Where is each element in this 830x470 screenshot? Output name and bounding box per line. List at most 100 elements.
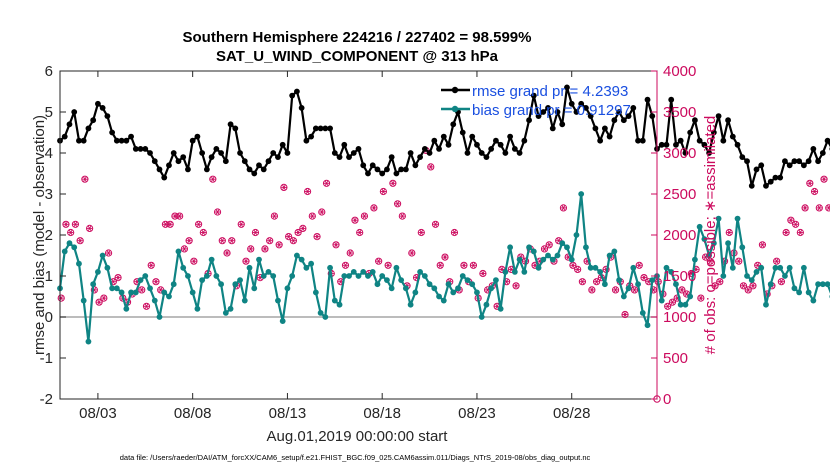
obs-assimilated-point [271,213,278,219]
rmse-series-point [710,129,717,136]
obs-assimilated-point [480,271,486,276]
obs-possible-point [190,257,198,265]
obs-possible-point [469,261,478,269]
obs-assimilated-stroke [102,295,106,301]
obs-assimilated-stroke [381,189,386,194]
bias-series-point [440,297,447,304]
bias-series-point [573,232,580,238]
obs-possible-point [664,302,672,310]
obs-possible-point [758,241,767,249]
rmse-series-point [85,125,92,132]
rmse-series-point [739,154,746,161]
obs-possible-point [796,228,804,237]
bias-series-point [521,269,528,275]
obs-possible-point [299,224,307,232]
obs-assimilated-point [82,176,88,182]
obs-possible-point [512,282,520,290]
bias-series-point [597,269,604,275]
obs-assimilated-point [243,258,249,264]
obs-possible-point [62,220,70,228]
rmse-series-point [450,121,457,128]
obs-assimilated-point [821,176,827,182]
rmse-series-point [284,150,291,156]
obs-assimilated-stroke [471,262,476,268]
obs-assimilated-stroke [509,266,514,272]
obs-assimilated-stroke [282,184,286,190]
bias-series-point [493,277,499,283]
rmse-series-point [312,125,319,132]
obs-assimilated-stroke [362,213,367,219]
bias-series-point [421,273,428,279]
obs-assimilated-stroke [196,221,201,227]
bias-series-point [232,281,239,288]
obs-assimilated-stroke [438,262,442,268]
rmse-series-point [706,150,713,156]
obs-possible-point [820,175,828,183]
rmse-series-point [132,146,139,152]
rmse-series-point [166,162,172,169]
rmse-series-point [511,146,518,152]
obs-possible-point [242,257,250,265]
bias-series-point [791,285,798,292]
obs-possible-point [801,204,809,212]
bias-series-point [601,281,608,288]
obs-possible-point [725,228,733,237]
bias-series-point [748,277,755,283]
bias-series-point [459,273,466,279]
bias-series-point [317,310,324,316]
obs-assimilated-point [816,205,822,211]
obs-assimilated-stroke [789,217,793,223]
obs-assimilated-point [395,201,401,207]
rmse-series-point [241,158,248,165]
rmse-series-point [175,158,182,165]
y-right-tick-label: 3500 [663,104,696,121]
obs-assimilated-point [575,266,581,272]
obs-assimilated-point [380,189,386,194]
bias-series-point [85,338,92,345]
bias-series-point [331,297,338,304]
obs-assimilated-point [807,180,813,186]
bias-series-point [218,281,224,288]
bias-series-point [682,301,689,308]
obs-assimilated-stroke [391,180,395,186]
obs-assimilated-point [224,250,230,256]
rmse-series-point [270,150,277,156]
bias-series-point [336,301,343,308]
obs-assimilated-stroke [220,238,224,244]
obs-assimilated-stroke [414,275,419,281]
y-left-tick-label: -1 [40,350,53,367]
obs-assimilated-stroke [215,209,220,215]
obs-assimilated-stroke [83,176,87,182]
rmse-series-point [208,154,215,161]
bias-series-point [369,269,376,275]
rmse-series-point [203,166,210,173]
obs-possible-point [81,175,89,183]
bias-series-point [95,269,101,275]
obs-possible-point [588,286,596,294]
obs-assimilated-stroke [230,238,234,244]
rmse-series-point [426,150,433,156]
rmse-series-point [298,105,305,111]
obs-assimilated-point [774,258,780,264]
obs-assimilated-stroke [774,258,779,264]
bias-series-point [388,285,395,292]
obs-assimilated-point [371,205,377,211]
obs-possible-point [322,179,331,187]
rmse-series-point [459,129,466,136]
bias-series-point [805,289,812,296]
obs-possible-point [266,237,274,245]
bias-series-point [739,244,746,251]
bias-series-point [132,289,139,296]
obs-assimilated-stroke [310,213,315,219]
bias-series-point [113,285,120,292]
bias-series-point [166,293,172,300]
obs-assimilated-point [641,275,647,281]
obs-assimilated-point [191,258,197,264]
obs-possible-point [114,274,122,282]
obs-assimilated-stroke [694,266,698,272]
obs-assimilated-stroke [808,180,812,186]
bias-series-point [692,256,698,263]
obs-assimilated-stroke [400,213,405,219]
obs-possible-point [825,204,830,212]
obs-assimilated-stroke [718,279,722,285]
